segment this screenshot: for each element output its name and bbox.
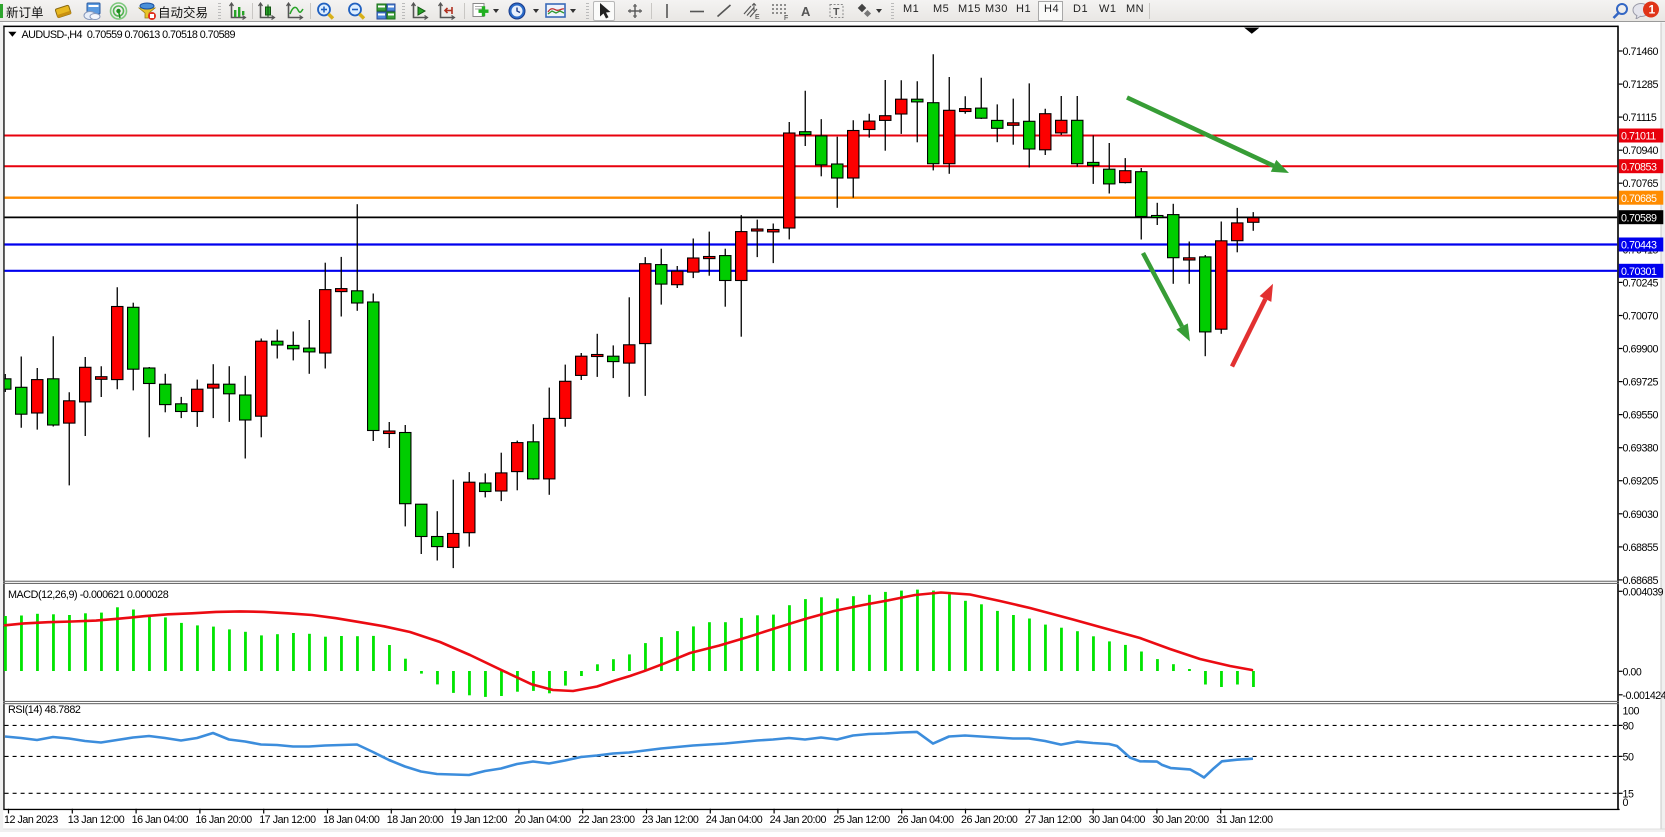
svg-text:80: 80 <box>1623 720 1634 732</box>
svg-text:0.70765: 0.70765 <box>1623 178 1659 190</box>
svg-text:0.70301: 0.70301 <box>1621 266 1657 278</box>
svg-text:22 Jan 23:00: 22 Jan 23:00 <box>578 814 635 826</box>
svg-text:20 Jan 04:00: 20 Jan 04:00 <box>514 814 571 826</box>
svg-text:25 Jan 12:00: 25 Jan 12:00 <box>833 814 890 826</box>
svg-text:0.004039: 0.004039 <box>1623 586 1664 598</box>
svg-text:0.71285: 0.71285 <box>1623 79 1659 91</box>
svg-text:0.69725: 0.69725 <box>1623 377 1659 389</box>
svg-text:26 Jan 20:00: 26 Jan 20:00 <box>961 814 1018 826</box>
svg-text:30 Jan 20:00: 30 Jan 20:00 <box>1152 814 1209 826</box>
svg-text:0.70245: 0.70245 <box>1623 277 1659 289</box>
svg-text:RSI(14) 48.7882: RSI(14) 48.7882 <box>8 704 81 716</box>
svg-text:T: T <box>833 6 840 18</box>
svg-text:0.70940: 0.70940 <box>1623 145 1659 157</box>
svg-text:0.00: 0.00 <box>1623 666 1642 678</box>
svg-text:0.70070: 0.70070 <box>1623 311 1659 323</box>
svg-text:16 Jan 20:00: 16 Jan 20:00 <box>195 814 252 826</box>
svg-text:27 Jan 12:00: 27 Jan 12:00 <box>1025 814 1082 826</box>
svg-text:0.71011: 0.71011 <box>1621 131 1656 143</box>
svg-text:0.69550: 0.69550 <box>1623 410 1659 422</box>
svg-text:AUDUSD-,H4 0.70559 0.70613 0.: AUDUSD-,H4 0.70559 0.70613 0.70518 0.705… <box>22 29 236 41</box>
svg-text:18 Jan 04:00: 18 Jan 04:00 <box>323 814 380 826</box>
svg-text:24 Jan 20:00: 24 Jan 20:00 <box>770 814 827 826</box>
svg-text:23 Jan 12:00: 23 Jan 12:00 <box>642 814 699 826</box>
svg-text:-0.001424: -0.001424 <box>1623 690 1665 702</box>
svg-text:31 Jan 12:00: 31 Jan 12:00 <box>1216 814 1273 826</box>
svg-text:0.69900: 0.69900 <box>1623 344 1659 356</box>
svg-text:E: E <box>755 14 760 20</box>
svg-text:0: 0 <box>1623 797 1629 809</box>
svg-text:0.69205: 0.69205 <box>1623 476 1659 488</box>
svg-text:26 Jan 04:00: 26 Jan 04:00 <box>897 814 954 826</box>
svg-text:12 Jan 2023: 12 Jan 2023 <box>4 814 58 826</box>
svg-text:0.70685: 0.70685 <box>1621 193 1657 205</box>
svg-text:17 Jan 12:00: 17 Jan 12:00 <box>259 814 316 826</box>
svg-text:MACD(12,26,9) -0.000621 0.0000: MACD(12,26,9) -0.000621 0.000028 <box>8 589 169 601</box>
svg-text:0.70443: 0.70443 <box>1621 240 1657 252</box>
svg-text:30 Jan 04:00: 30 Jan 04:00 <box>1089 814 1146 826</box>
svg-text:0.70589: 0.70589 <box>1621 212 1657 224</box>
svg-text:24 Jan 04:00: 24 Jan 04:00 <box>706 814 763 826</box>
svg-text:13 Jan 12:00: 13 Jan 12:00 <box>68 814 125 826</box>
svg-text:0.71115: 0.71115 <box>1623 112 1657 124</box>
svg-text:0.71460: 0.71460 <box>1623 46 1659 58</box>
svg-text:0.68855: 0.68855 <box>1623 542 1659 554</box>
svg-text:16 Jan 04:00: 16 Jan 04:00 <box>132 814 189 826</box>
svg-text:50: 50 <box>1623 751 1634 763</box>
svg-text:100: 100 <box>1623 706 1640 718</box>
svg-text:0.70853: 0.70853 <box>1621 161 1657 173</box>
svg-text:19 Jan 12:00: 19 Jan 12:00 <box>451 814 508 826</box>
svg-text:0.68685: 0.68685 <box>1623 575 1659 587</box>
svg-text:18 Jan 20:00: 18 Jan 20:00 <box>387 814 444 826</box>
svg-text:0.69380: 0.69380 <box>1623 443 1659 455</box>
svg-text:F: F <box>784 15 788 20</box>
svg-text:0.69030: 0.69030 <box>1623 509 1659 521</box>
svg-text:1: 1 <box>1649 3 1656 17</box>
